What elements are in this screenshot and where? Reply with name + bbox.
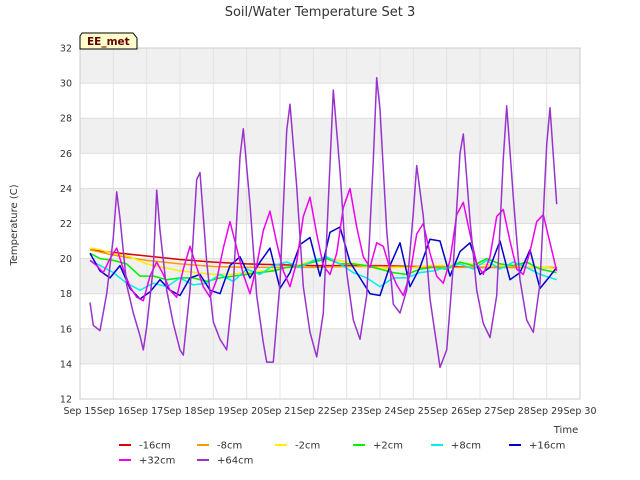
legend-item: -2cm — [275, 441, 320, 452]
x-tick-label: Sep 20 — [230, 406, 263, 417]
x-tick-label: Sep 16 — [97, 406, 130, 417]
site-label-box: EE_met — [79, 32, 138, 50]
x-tick-label: Sep 19 — [197, 406, 230, 417]
series-line-8cm — [89, 256, 557, 291]
axes — [79, 47, 581, 400]
x-tick-label: Sep 27 — [463, 406, 496, 417]
x-tick-label: Sep 24 — [363, 406, 396, 417]
y-tick-label: 32 — [60, 44, 72, 55]
y-tick-label: 14 — [60, 359, 72, 370]
legend-item: +2cm — [353, 441, 403, 452]
legend-item: +64cm — [197, 456, 253, 467]
series-line-2cm — [89, 252, 557, 283]
series-line-16cm — [89, 226, 558, 300]
tick-labels: 12 14 16 18 20 22 24 26 28 30 32 Sep 15 Sep 16 Sep 17… — [60, 44, 597, 418]
series-line-32cm — [89, 187, 558, 302]
grid-band — [80, 223, 580, 259]
x-tick-label: Sep 28 — [497, 406, 530, 417]
y-tick-label: 24 — [60, 184, 72, 195]
y-axis-label: Temperature (C) — [9, 184, 20, 266]
x-tick-label: Sep 22 — [297, 406, 330, 417]
legend-item: -8cm — [197, 441, 242, 452]
site-label-background — [79, 32, 138, 50]
legend-label: +16cm — [529, 441, 565, 452]
legend-label: -2cm — [295, 441, 320, 452]
grid-band — [80, 328, 580, 364]
y-tick-label: 22 — [60, 219, 72, 230]
legend: -16cm -8cm -2cm +2cm +8cm +16cm +32cm +64cm — [119, 441, 565, 467]
y-tick-label: 20 — [60, 254, 72, 265]
grid-band — [80, 83, 580, 119]
x-tick-label: Sep 18 — [163, 406, 196, 417]
x-tick-label: Sep 29 — [530, 406, 563, 417]
legend-label: +64cm — [217, 456, 253, 467]
site-label: EE_met — [87, 36, 130, 48]
legend-item: +16cm — [509, 441, 565, 452]
y-tick-label: 16 — [60, 324, 72, 335]
grid-band — [80, 363, 580, 399]
grid-band — [80, 293, 580, 329]
legend-label: +8cm — [451, 441, 481, 452]
legend-item: +8cm — [431, 441, 481, 452]
legend-label: -8cm — [217, 441, 242, 452]
y-tick-label: 26 — [60, 149, 72, 160]
chart-title: Soil/Water Temperature Set 3 — [225, 5, 416, 20]
legend-item: -16cm — [119, 441, 171, 452]
plot-border — [79, 47, 581, 400]
y-tick-label: 30 — [60, 79, 72, 90]
series-line-64cm — [89, 77, 558, 369]
y-tick-label: 28 — [60, 114, 72, 125]
y-tick-label: 18 — [60, 289, 72, 300]
series-lines — [89, 77, 558, 369]
legend-label: -16cm — [139, 441, 171, 452]
x-tick-label: Sep 21 — [263, 406, 296, 417]
x-tick-label: Sep 26 — [430, 406, 463, 417]
x-tick-label: Sep 17 — [130, 406, 163, 417]
x-tick-label: Sep 23 — [330, 406, 363, 417]
x-axis-label: Time — [553, 425, 578, 436]
x-tick-label: Sep 30 — [563, 406, 596, 417]
legend-item: +32cm — [119, 456, 175, 467]
x-tick-label: Sep 25 — [397, 406, 430, 417]
legend-label: +2cm — [373, 441, 403, 452]
grid-band — [80, 48, 580, 84]
legend-label: +32cm — [139, 456, 175, 467]
x-tick-label: Sep 15 — [63, 406, 96, 417]
y-tick-label: 12 — [60, 395, 72, 406]
